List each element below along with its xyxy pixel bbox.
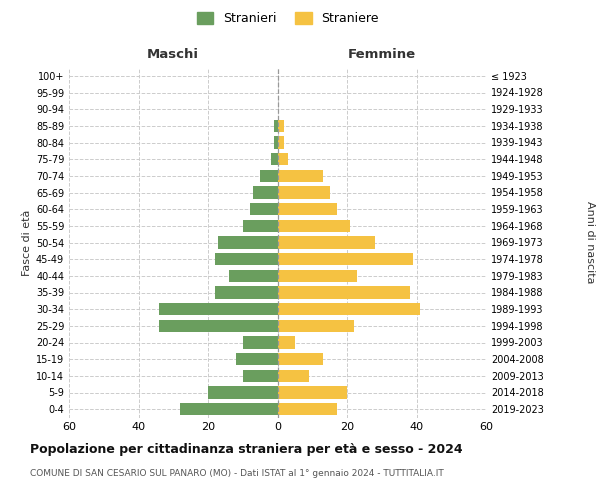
Bar — [208, 386, 277, 399]
Text: Anni di nascita: Anni di nascita — [585, 201, 595, 284]
Bar — [277, 220, 350, 232]
Bar — [277, 353, 323, 366]
Bar — [160, 303, 277, 316]
Bar — [250, 203, 277, 215]
Bar — [274, 136, 277, 149]
Bar — [277, 136, 284, 149]
Bar — [260, 170, 277, 182]
Bar — [277, 303, 420, 316]
Bar — [215, 286, 277, 298]
Bar — [271, 153, 277, 166]
Bar — [229, 270, 277, 282]
Bar — [243, 370, 277, 382]
Bar — [277, 153, 288, 166]
Bar — [277, 336, 295, 349]
Bar — [277, 253, 413, 266]
Bar — [277, 370, 309, 382]
Bar — [277, 186, 329, 198]
Bar — [274, 120, 277, 132]
Text: COMUNE DI SAN CESARIO SUL PANARO (MO) - Dati ISTAT al 1° gennaio 2024 - TUTTITAL: COMUNE DI SAN CESARIO SUL PANARO (MO) - … — [30, 469, 444, 478]
Bar — [218, 236, 277, 248]
Text: Popolazione per cittadinanza straniera per età e sesso - 2024: Popolazione per cittadinanza straniera p… — [30, 442, 463, 456]
Bar — [277, 320, 354, 332]
Bar — [160, 320, 277, 332]
Bar — [243, 220, 277, 232]
Bar — [253, 186, 277, 198]
Bar — [277, 286, 410, 298]
Bar — [180, 403, 277, 415]
Bar — [277, 403, 337, 415]
Bar — [277, 120, 284, 132]
Legend: Stranieri, Straniere: Stranieri, Straniere — [192, 7, 384, 30]
Bar — [277, 170, 323, 182]
Bar — [215, 253, 277, 266]
Text: Maschi: Maschi — [147, 48, 199, 61]
Bar — [277, 270, 358, 282]
Bar — [277, 236, 375, 248]
Bar — [277, 386, 347, 399]
Bar — [236, 353, 277, 366]
Bar — [277, 203, 337, 215]
Bar — [243, 336, 277, 349]
Text: Femmine: Femmine — [347, 48, 416, 61]
Y-axis label: Fasce di età: Fasce di età — [22, 210, 32, 276]
